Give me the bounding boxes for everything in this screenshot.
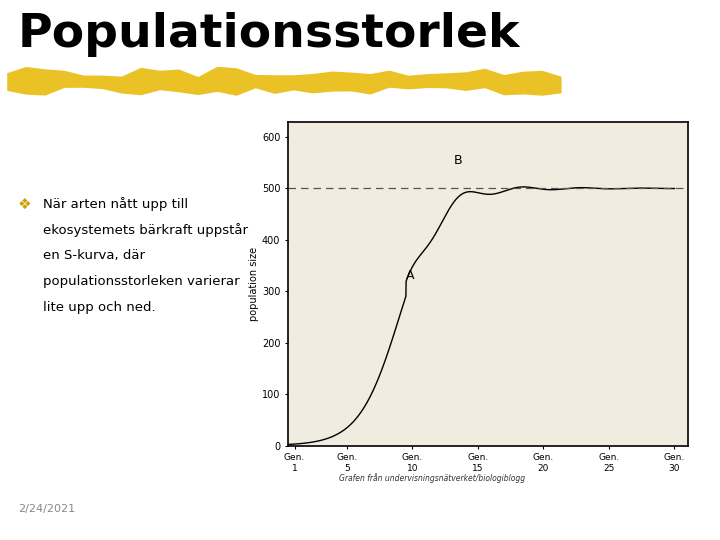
Text: ekosystemets bärkraft uppstår: ekosystemets bärkraft uppstår bbox=[43, 223, 248, 237]
Text: lite upp och ned.: lite upp och ned. bbox=[43, 301, 156, 314]
Text: en S-kurva, där: en S-kurva, där bbox=[43, 249, 145, 262]
Text: Grafen från undervisningsnätverket/biologiblogg: Grafen från undervisningsnätverket/biolo… bbox=[339, 473, 525, 483]
Y-axis label: population size: population size bbox=[249, 246, 259, 321]
Text: När arten nått upp till: När arten nått upp till bbox=[43, 197, 189, 211]
Text: B: B bbox=[454, 153, 463, 166]
Text: A: A bbox=[405, 269, 414, 282]
Polygon shape bbox=[7, 67, 562, 96]
Text: 2/24/2021: 2/24/2021 bbox=[18, 504, 75, 514]
Text: Populationsstorlek: Populationsstorlek bbox=[18, 12, 521, 57]
Text: populationsstorleken varierar: populationsstorleken varierar bbox=[43, 275, 240, 288]
Text: ❖: ❖ bbox=[18, 197, 32, 212]
